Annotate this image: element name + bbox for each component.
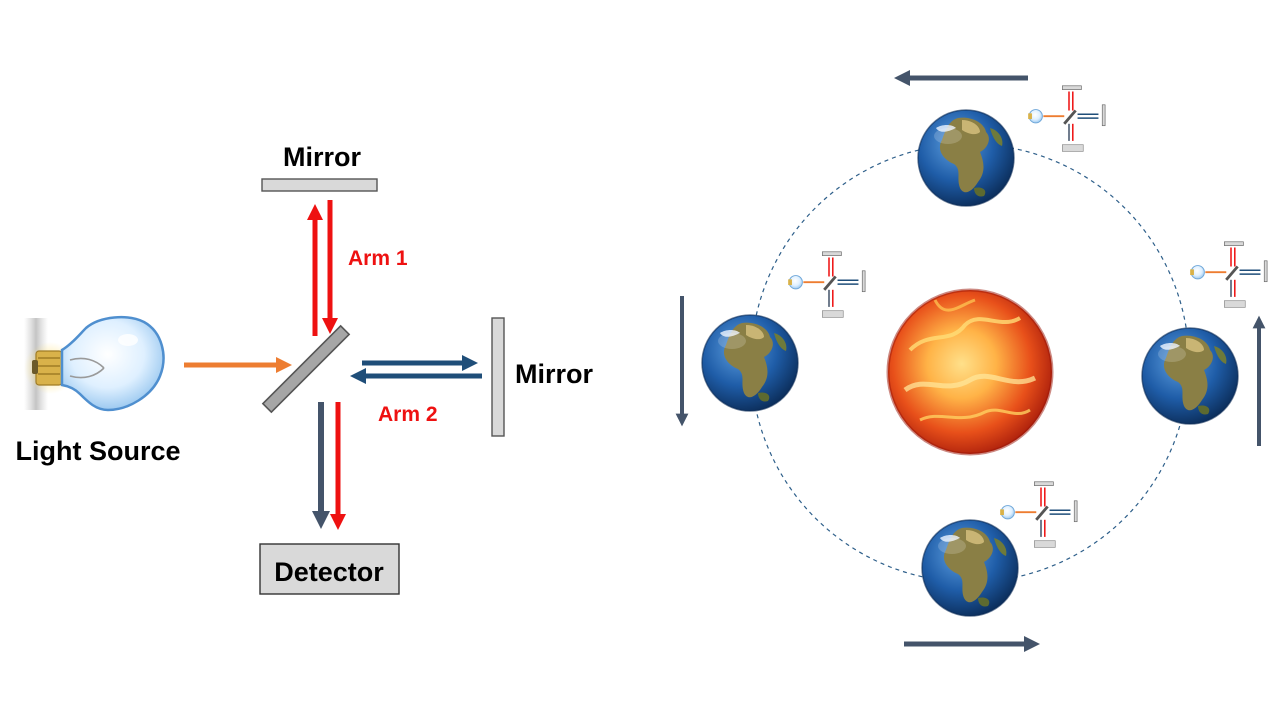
earth-icon-right (1141, 327, 1239, 425)
light-source-label: Light Source (15, 436, 180, 466)
right-mirror (491, 317, 505, 437)
interferometer-icon-left (786, 250, 867, 319)
arm2-label: Arm 2 (378, 403, 438, 426)
earth-icon-left (701, 314, 799, 412)
detector-label: Detector (274, 557, 384, 587)
sun-icon (886, 288, 1054, 456)
right-mirror-label: Mirror (515, 359, 594, 389)
interferometer-diagram: Light Source Mirror Arm 1 Mirror Arm 2 D… (15, 142, 594, 595)
earth-icon-bottom (921, 519, 1019, 617)
interferometer-icon-right (1188, 240, 1269, 309)
arm1-label: Arm 1 (348, 247, 408, 270)
orbit-diagram (675, 69, 1269, 653)
top-mirror-label: Mirror (283, 142, 362, 172)
beam-splitter (261, 324, 351, 414)
interferometer-icon-bottom (998, 480, 1079, 549)
top-mirror (261, 178, 378, 192)
light-bulb-icon (24, 316, 165, 412)
earth-icon-top (917, 109, 1015, 207)
interferometer-icon-top (1026, 84, 1107, 153)
detector-box (259, 543, 400, 595)
